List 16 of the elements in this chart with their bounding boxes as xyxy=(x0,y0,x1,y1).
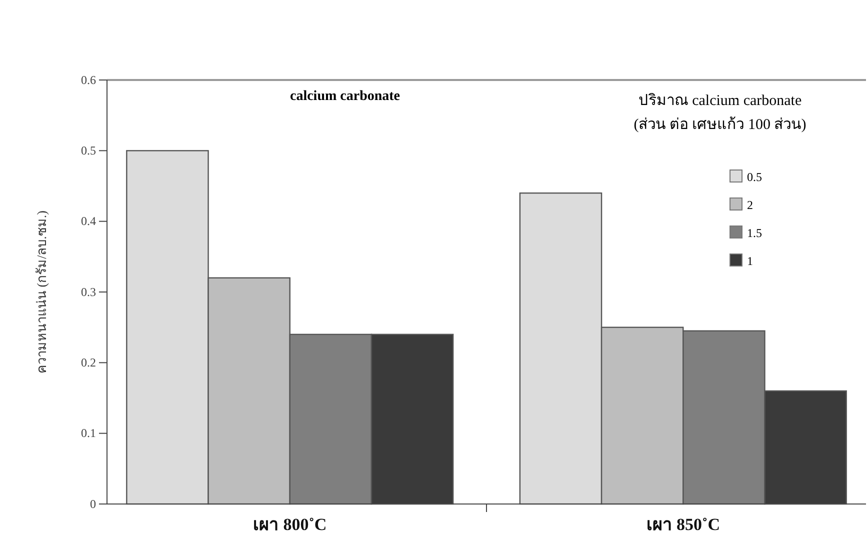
y-tick-label: 0.4 xyxy=(81,214,96,228)
x-tick-label: เผา 800˚C xyxy=(253,515,327,534)
text: calcium carbonate xyxy=(290,89,400,104)
y-tick-label: 0.5 xyxy=(81,144,96,158)
y-tick-label: 0.2 xyxy=(81,356,96,370)
y-tick-label: 0 xyxy=(90,496,96,511)
x-tick-label: เผา 850˚C xyxy=(646,515,720,534)
legend-label: 2 xyxy=(747,198,753,212)
y-axis-title: ความหนาแน่น (กรัม/ลบ.ซม.) xyxy=(34,210,49,374)
legend-title: ปริมาณ calcium carbonate (ส่วน ต่อ เศษแก้ว 100 ส่วน) xyxy=(634,92,806,133)
y-tick-label: 0.6 xyxy=(81,72,96,87)
legend-label: 1 xyxy=(747,254,753,268)
y-tick-label: 0.1 xyxy=(81,426,96,440)
legend-label: 1.5 xyxy=(747,226,762,240)
y-tick-label: 0.3 xyxy=(81,284,96,299)
legend-label: 0.5 xyxy=(747,170,762,184)
